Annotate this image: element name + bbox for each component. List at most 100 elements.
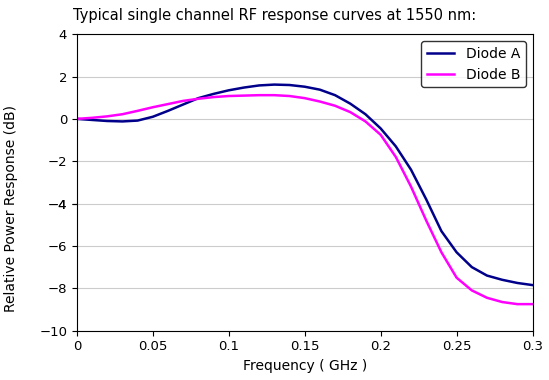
X-axis label: Frequency ( GHz ): Frequency ( GHz ) — [243, 359, 367, 373]
Diode A — [529, 283, 536, 287]
Diode B — [468, 288, 475, 293]
Diode A — [332, 93, 338, 97]
Diode B — [453, 276, 460, 280]
Diode A — [317, 87, 323, 92]
Diode B — [408, 184, 414, 189]
Diode B — [377, 133, 384, 137]
Diode B — [423, 218, 429, 223]
Diode A — [514, 281, 520, 285]
Diode B — [271, 93, 278, 97]
Diode A — [165, 109, 171, 113]
Diode B — [423, 218, 429, 223]
Diode B — [119, 112, 126, 117]
Diode A — [226, 88, 232, 93]
Diode B — [256, 93, 262, 97]
Diode A — [408, 168, 414, 172]
Diode B — [135, 109, 141, 113]
Diode B — [210, 95, 217, 99]
Text: Typical single channel RF response curves at 1550 nm:: Typical single channel RF response curve… — [73, 8, 476, 22]
Diode B — [529, 302, 536, 306]
Diode B — [317, 99, 323, 104]
Diode A — [256, 83, 262, 88]
Diode A — [347, 101, 354, 106]
Diode B — [271, 93, 278, 97]
Diode B — [135, 109, 141, 113]
Diode A — [468, 265, 475, 269]
Diode B — [286, 94, 293, 98]
Diode A — [104, 119, 110, 123]
Diode B — [89, 116, 96, 120]
Diode B — [180, 98, 187, 103]
Diode A — [332, 93, 338, 97]
Diode B — [393, 155, 399, 159]
Diode B — [165, 102, 171, 106]
Diode A — [180, 102, 187, 107]
Diode A — [438, 229, 445, 233]
Diode B — [317, 99, 323, 104]
Diode B — [362, 119, 369, 124]
Diode B — [347, 110, 354, 114]
Diode B — [226, 94, 232, 98]
Diode B — [514, 302, 520, 306]
Diode B — [256, 93, 262, 97]
Diode B — [210, 95, 217, 99]
Diode B — [240, 93, 247, 98]
Diode A — [165, 109, 171, 113]
Diode B — [484, 296, 490, 300]
Diode A — [119, 119, 126, 124]
Diode A — [301, 84, 308, 89]
Line: Diode A: Diode A — [77, 85, 533, 285]
Diode A — [271, 82, 278, 87]
Diode A — [104, 119, 110, 123]
Diode B — [74, 117, 80, 121]
Diode B — [499, 300, 506, 304]
Diode B — [453, 276, 460, 280]
Diode B — [165, 102, 171, 106]
Diode A — [499, 277, 506, 282]
Diode A — [210, 92, 217, 96]
Diode A — [529, 283, 536, 287]
Diode A — [423, 197, 429, 202]
Diode B — [484, 296, 490, 300]
Diode A — [453, 250, 460, 255]
Diode A — [74, 117, 80, 121]
Diode A — [226, 88, 232, 93]
Diode A — [180, 102, 187, 107]
Diode B — [74, 117, 80, 121]
Diode B — [301, 96, 308, 100]
Line: Diode A: Diode A — [77, 85, 533, 285]
Diode A — [468, 265, 475, 269]
Diode A — [362, 112, 369, 117]
Diode B — [149, 105, 156, 109]
Diode A — [195, 96, 201, 100]
Diode B — [529, 302, 536, 306]
Diode A — [377, 126, 384, 131]
Line: Diode B: Diode B — [77, 95, 533, 304]
Diode A — [149, 114, 156, 119]
Diode A — [89, 118, 96, 122]
Diode B — [332, 103, 338, 108]
Diode B — [104, 114, 110, 119]
Diode A — [119, 119, 126, 124]
Legend: Diode A, Diode B: Diode A, Diode B — [421, 41, 525, 87]
Diode B — [393, 155, 399, 159]
Diode B — [195, 97, 201, 101]
Diode A — [453, 250, 460, 255]
Diode B — [119, 112, 126, 117]
Diode B — [499, 300, 506, 304]
Diode B — [468, 288, 475, 293]
Diode A — [74, 117, 80, 121]
Diode B — [240, 93, 247, 98]
Diode B — [195, 97, 201, 101]
Diode A — [484, 273, 490, 278]
Diode A — [393, 144, 399, 149]
Diode A — [286, 83, 293, 87]
Diode A — [393, 144, 399, 149]
Diode B — [104, 114, 110, 119]
Diode A — [438, 229, 445, 233]
Diode A — [256, 83, 262, 88]
Diode A — [89, 118, 96, 122]
Diode A — [484, 273, 490, 278]
Diode A — [301, 84, 308, 89]
Diode A — [317, 87, 323, 92]
